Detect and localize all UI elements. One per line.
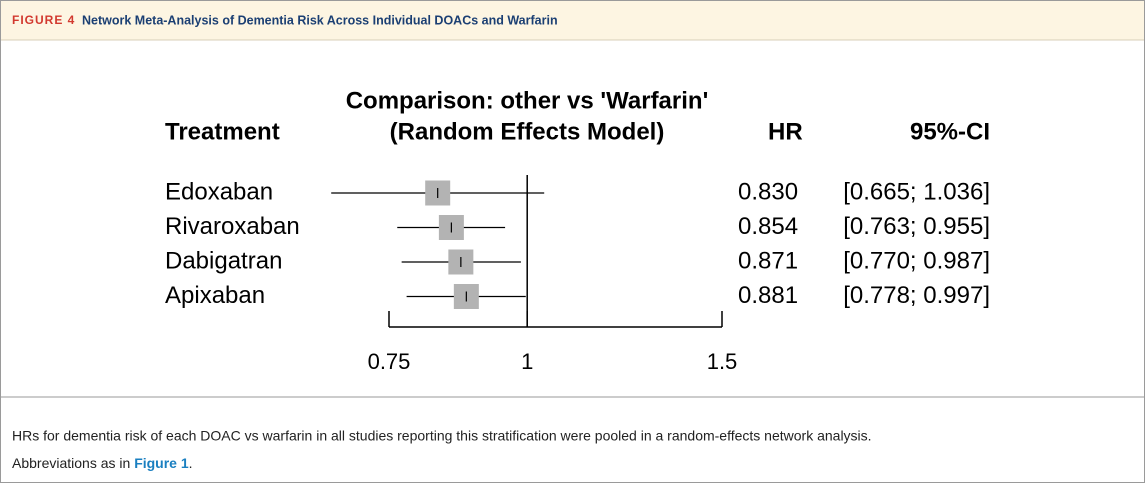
column-header: 95%-CI (910, 118, 990, 145)
row-label: Edoxaban (165, 178, 273, 205)
column-header: HR (768, 118, 803, 145)
chart-title: Comparison: other vs 'Warfarin' (346, 87, 709, 114)
caption-prefix: Abbreviations as in (12, 455, 134, 471)
caption: HRs for dementia risk of each DOAC vs wa… (12, 428, 872, 444)
ci-label: [0.665; 1.036] (843, 178, 990, 205)
hr-label: 0.830 (738, 178, 798, 205)
header-band (1, 1, 1144, 40)
figure-label: FIGURE 4 (12, 13, 75, 27)
ci-label: [0.778; 0.997] (843, 282, 990, 309)
hr-label: 0.881 (738, 282, 798, 309)
x-tick-label: 0.75 (368, 349, 411, 374)
caption-suffix: . (189, 455, 193, 471)
x-tick-label: 1 (521, 349, 533, 374)
caption-abbrev: Abbreviations as in Figure 1. (12, 455, 193, 471)
figure-link[interactable]: Figure 1 (134, 455, 189, 471)
row-label: Rivaroxaban (165, 213, 300, 240)
hr-label: 0.854 (738, 213, 798, 240)
column-header: Treatment (165, 118, 280, 145)
x-tick-label: 1.5 (707, 349, 738, 374)
row-label: Apixaban (165, 282, 265, 309)
chart-subtitle: (Random Effects Model) (390, 118, 665, 145)
figure-title: Network Meta-Analysis of Dementia Risk A… (82, 13, 558, 27)
row-label: Dabigatran (165, 247, 282, 274)
ci-label: [0.763; 0.955] (843, 213, 990, 240)
hr-label: 0.871 (738, 247, 798, 274)
ci-label: [0.770; 0.987] (843, 247, 990, 274)
